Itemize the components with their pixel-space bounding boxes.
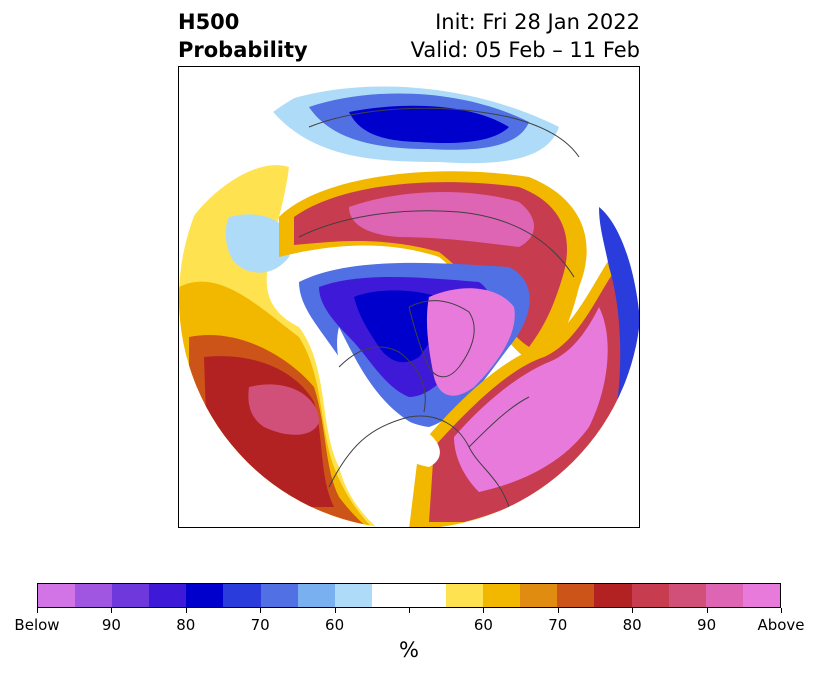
colorbar-segment — [483, 584, 521, 607]
colorbar-tick-label: 90 — [697, 616, 717, 634]
colorbar-tick — [483, 608, 485, 613]
colorbar-tick — [185, 608, 187, 613]
colorbar-tick — [557, 608, 559, 613]
chart-title: H500 Probability — [178, 8, 308, 64]
colorbar-unit-label: % — [399, 638, 419, 662]
colorbar-segment — [260, 584, 298, 607]
valid-date-label: Valid: 05 Feb – 11 Feb — [410, 38, 640, 62]
colorbar-segment — [520, 584, 558, 607]
colorbar-segment — [186, 584, 224, 607]
colorbar-tick-label: Below — [14, 616, 60, 634]
colorbar-segment — [149, 584, 187, 607]
map-panel — [178, 66, 640, 528]
colorbar-segment — [38, 584, 76, 607]
colorbar-segment — [594, 584, 632, 607]
colorbar-segment — [742, 584, 780, 607]
colorbar-tick — [632, 608, 634, 613]
date-info: Init: Fri 28 Jan 2022 Valid: 05 Feb – 11… — [411, 8, 640, 64]
title-line-1: H500 — [178, 10, 240, 34]
pacific-ridge-pink — [248, 384, 319, 435]
colorbar-tick-label: 70 — [548, 616, 568, 634]
siberia-trough-core — [349, 105, 509, 144]
colorbar — [37, 583, 781, 608]
colorbar-segment — [75, 584, 113, 607]
colorbar-segment — [112, 584, 150, 607]
colorbar-tick-label: Above — [757, 616, 805, 634]
colorbar-tick-label: 60 — [473, 616, 493, 634]
north-america-neutral — [337, 327, 440, 467]
colorbar-segment — [297, 584, 335, 607]
colorbar-tick — [111, 608, 113, 613]
colorbar-tick — [706, 608, 708, 613]
colorbar-tick — [781, 608, 782, 613]
colorbar-tick-label: 80 — [176, 616, 196, 634]
colorbar-tick — [409, 608, 410, 613]
colorbar-tick — [37, 608, 38, 613]
colorbar-segment — [557, 584, 595, 607]
colorbar-tick-label: 60 — [325, 616, 345, 634]
probability-map — [179, 67, 639, 527]
colorbar-segment — [223, 584, 261, 607]
atlantic-ridge-pink — [454, 307, 608, 492]
colorbar-tick-label: 70 — [250, 616, 270, 634]
colorbar-segment — [371, 584, 409, 607]
colorbar-segment — [631, 584, 669, 607]
colorbar-tick — [260, 608, 262, 613]
init-date-label: Init: Fri 28 Jan 2022 — [435, 10, 640, 34]
colorbar-segment — [668, 584, 706, 607]
colorbar-tick-label: 90 — [101, 616, 121, 634]
polar-trough-core — [354, 290, 445, 363]
colorbar-segment — [408, 584, 447, 607]
colorbar-tick — [334, 608, 336, 613]
eurasia-ridge-pink — [349, 191, 534, 247]
colorbar-segment — [705, 584, 743, 607]
title-line-2: Probability — [178, 38, 308, 62]
colorbar-segment — [446, 584, 484, 607]
colorbar-segment — [334, 584, 372, 607]
greenland-pink — [426, 288, 515, 396]
pacific-cool-band — [225, 214, 291, 273]
colorbar-tick-label: 80 — [622, 616, 642, 634]
